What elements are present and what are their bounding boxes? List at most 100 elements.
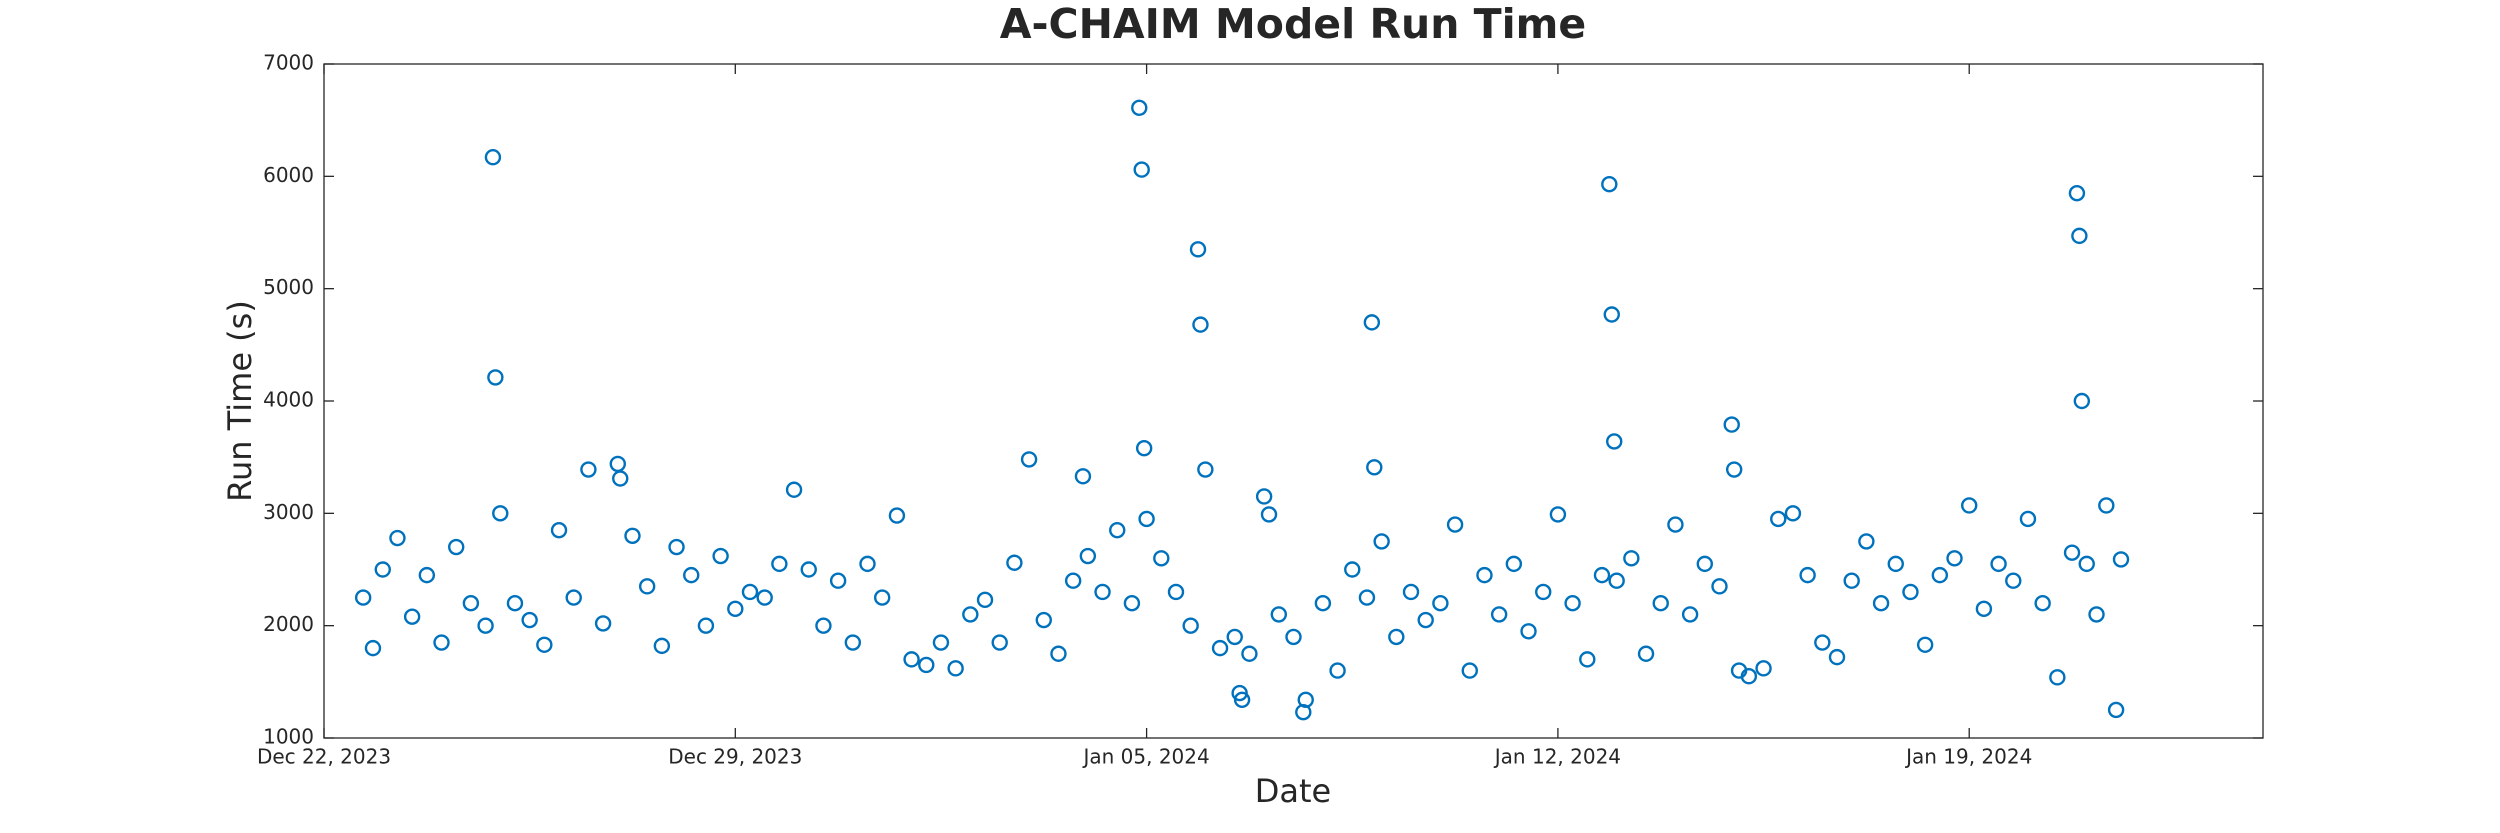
point bbox=[580, 461, 597, 478]
point bbox=[1167, 583, 1185, 601]
point bbox=[1520, 623, 1537, 640]
point bbox=[1260, 506, 1278, 523]
point bbox=[1755, 660, 1772, 677]
point bbox=[653, 637, 671, 655]
point bbox=[1990, 555, 2007, 573]
point bbox=[1138, 510, 1155, 528]
point bbox=[1652, 595, 1669, 612]
point bbox=[1799, 566, 1816, 584]
point bbox=[1725, 461, 1743, 478]
point bbox=[1784, 505, 1802, 522]
point bbox=[1197, 461, 1214, 478]
point bbox=[1476, 566, 1493, 584]
point bbox=[1123, 595, 1141, 612]
point bbox=[1446, 516, 1464, 533]
point bbox=[976, 591, 994, 609]
point bbox=[1723, 416, 1740, 433]
point bbox=[1490, 606, 1508, 623]
point bbox=[594, 615, 612, 632]
point bbox=[1579, 651, 1596, 668]
y-tick-label: 5000 bbox=[263, 275, 314, 299]
point bbox=[484, 149, 502, 166]
point bbox=[506, 595, 524, 612]
point bbox=[1711, 578, 1728, 595]
point bbox=[1637, 645, 1655, 662]
point bbox=[492, 505, 509, 522]
point bbox=[1606, 433, 1623, 450]
point bbox=[638, 578, 656, 595]
point bbox=[1329, 662, 1346, 679]
point bbox=[1211, 639, 1229, 657]
point bbox=[1696, 555, 1714, 573]
point bbox=[1363, 314, 1381, 331]
point bbox=[1241, 645, 1258, 662]
point bbox=[1297, 691, 1314, 709]
point bbox=[1505, 555, 1523, 573]
point bbox=[873, 589, 891, 606]
point bbox=[565, 589, 582, 606]
point bbox=[477, 617, 494, 634]
point bbox=[624, 527, 641, 544]
point bbox=[521, 611, 538, 629]
point bbox=[991, 634, 1008, 651]
x-axis-label: Date bbox=[1255, 772, 1331, 810]
point bbox=[462, 595, 480, 612]
point bbox=[1461, 662, 1478, 679]
point bbox=[2034, 595, 2051, 612]
point bbox=[1064, 572, 1082, 589]
point bbox=[1975, 600, 1993, 618]
x-tick-label: Jan 05, 2024 bbox=[1081, 745, 1209, 769]
point bbox=[1050, 645, 1067, 662]
point bbox=[1535, 583, 1552, 601]
point bbox=[741, 583, 759, 601]
point bbox=[612, 470, 629, 487]
point bbox=[756, 589, 773, 606]
point bbox=[785, 481, 803, 498]
point bbox=[1902, 583, 1919, 601]
point bbox=[1432, 595, 1449, 612]
point bbox=[697, 617, 715, 634]
point bbox=[2068, 184, 2086, 202]
point bbox=[815, 617, 832, 634]
point bbox=[374, 561, 391, 578]
point bbox=[433, 634, 450, 651]
point bbox=[829, 572, 847, 589]
point bbox=[1358, 589, 1376, 606]
point bbox=[1135, 439, 1153, 457]
point bbox=[888, 507, 906, 524]
point bbox=[1887, 555, 1904, 573]
point bbox=[903, 651, 920, 668]
point bbox=[1020, 451, 1038, 468]
point bbox=[1285, 628, 1302, 646]
point bbox=[771, 555, 788, 573]
point bbox=[2112, 551, 2130, 568]
point bbox=[1388, 628, 1405, 646]
point bbox=[1961, 497, 1978, 514]
point bbox=[354, 589, 372, 606]
x-tick-label: Jan 19, 2024 bbox=[1904, 745, 2032, 769]
point bbox=[2107, 701, 2125, 719]
point bbox=[1601, 175, 1618, 193]
point bbox=[1603, 306, 1620, 323]
point bbox=[1314, 595, 1332, 612]
point bbox=[668, 538, 685, 556]
point bbox=[962, 606, 979, 623]
point bbox=[800, 561, 817, 578]
point bbox=[364, 639, 382, 657]
point bbox=[1549, 506, 1567, 523]
point bbox=[1366, 459, 1383, 476]
point bbox=[1233, 691, 1251, 709]
x-tick-label: Dec 22, 2023 bbox=[257, 745, 391, 769]
y-tick-label: 1000 bbox=[263, 725, 314, 749]
point bbox=[1740, 668, 1758, 685]
point bbox=[403, 608, 421, 625]
point bbox=[1593, 566, 1611, 584]
point bbox=[1417, 611, 1434, 629]
point bbox=[844, 634, 862, 651]
point bbox=[1402, 583, 1420, 601]
y-tick-label: 7000 bbox=[263, 51, 314, 75]
point bbox=[2098, 497, 2115, 514]
point bbox=[1255, 488, 1273, 505]
point bbox=[1344, 561, 1361, 578]
